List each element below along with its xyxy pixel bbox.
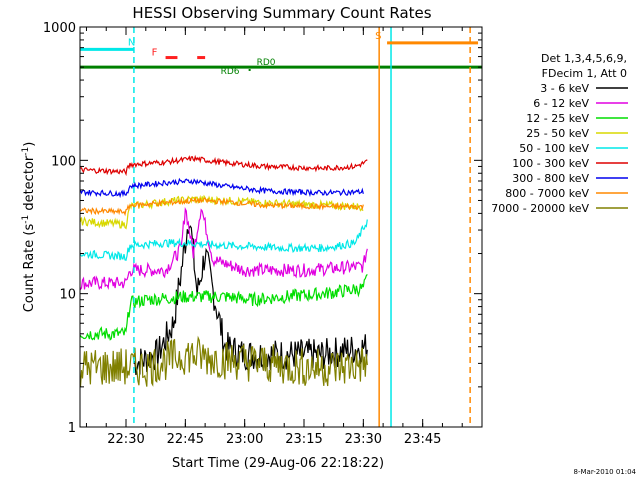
- y-tick-label: 1: [68, 421, 76, 436]
- legend-label: 7000 - 20000 keV: [491, 202, 589, 215]
- x-tick-label: 22:45: [167, 432, 204, 447]
- legend-header-1: Det 1,3,4,5,6,9,: [541, 52, 627, 65]
- x-tick-label: 23:30: [345, 432, 382, 447]
- legend-label: 25 - 50 keV: [526, 127, 589, 140]
- flag-label: N: [128, 37, 135, 48]
- legend-label: 6 - 12 keV: [533, 97, 589, 110]
- x-axis-label: Start Time (29-Aug-06 22:18:22): [172, 456, 384, 471]
- legend-label: 800 - 7000 keV: [505, 187, 589, 200]
- x-tick-label: 23:00: [226, 432, 263, 447]
- y-tick-label: 100: [51, 154, 76, 169]
- series-line: [133, 225, 368, 376]
- plot-area: N F S RD6 RD0: [80, 27, 482, 427]
- axes: 1 10 100 1000 22:30 22:45 23:00 23:15 23:30 23:45: [43, 21, 482, 447]
- legend-label: 3 - 6 keV: [540, 82, 589, 95]
- legend-label: 12 - 25 keV: [526, 112, 589, 125]
- series-line: [80, 196, 364, 217]
- series-line: [80, 154, 368, 177]
- y-axis-label: Count Rate (s-1 detector-1): [21, 142, 37, 313]
- y-tick-label: 1000: [43, 21, 76, 36]
- flag-label: S: [375, 31, 381, 42]
- chart-title: HESSI Observing Summary Count Rates: [132, 4, 431, 22]
- series-line: [80, 219, 368, 261]
- x-tick-label: 22:30: [107, 432, 144, 447]
- series-line: [80, 177, 364, 199]
- series-group: N F S RD6 RD0: [80, 27, 482, 427]
- legend-header-2: FDecim 1, Att 0: [542, 67, 627, 80]
- legend-label: 100 - 300 keV: [512, 157, 589, 170]
- footer-timestamp: 8-Mar-2010 01:04: [574, 468, 637, 476]
- legend-label: 300 - 800 keV: [512, 172, 589, 185]
- flag-label: RD6: [221, 67, 240, 77]
- x-tick-label: 23:45: [404, 432, 441, 447]
- series-line: [80, 274, 368, 341]
- x-tick-label: 23:15: [285, 432, 322, 447]
- legend: Det 1,3,4,5,6,9, FDecim 1, Att 0 3 - 6 k…: [491, 52, 628, 215]
- legend-label: 50 - 100 keV: [519, 142, 589, 155]
- series-line: [80, 335, 368, 387]
- flag-label: F: [152, 48, 158, 59]
- flag-label: RD0: [257, 58, 276, 68]
- y-tick-label: 10: [59, 288, 76, 303]
- flag-marker: [248, 68, 251, 71]
- plot-frame: [79, 26, 483, 428]
- series-line: [80, 207, 368, 291]
